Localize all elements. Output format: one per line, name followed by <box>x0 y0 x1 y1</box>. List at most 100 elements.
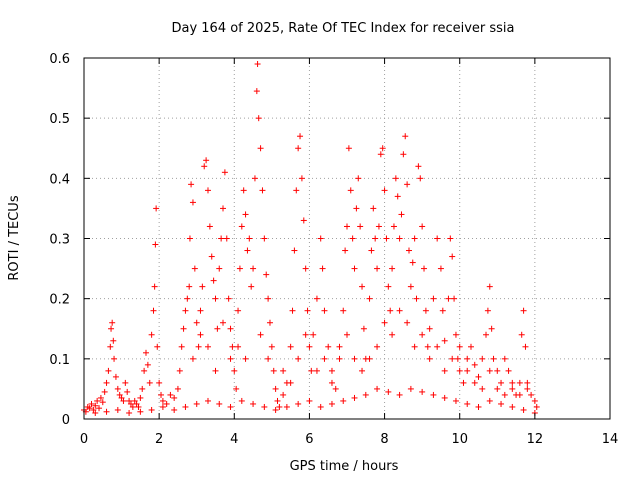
x-tick-label: 4 <box>230 432 238 447</box>
data-point <box>516 391 523 398</box>
data-point <box>342 247 349 254</box>
data-point <box>212 295 219 302</box>
data-point <box>216 265 223 272</box>
data-point <box>531 397 538 404</box>
data-point <box>289 307 296 314</box>
data-point <box>321 355 328 362</box>
data-point <box>325 343 332 350</box>
data-point <box>287 343 294 350</box>
data-point <box>319 265 326 272</box>
x-tick-label: 12 <box>527 432 544 447</box>
data-point <box>357 223 364 230</box>
data-point <box>366 355 373 362</box>
data-point <box>475 403 482 410</box>
data-point <box>218 235 225 242</box>
data-point <box>441 367 448 374</box>
data-point <box>261 403 268 410</box>
data-point <box>163 400 170 407</box>
data-point <box>193 400 200 407</box>
data-point <box>265 295 272 302</box>
data-point <box>227 355 234 362</box>
data-point <box>220 319 227 326</box>
data-point <box>250 265 257 272</box>
data-point <box>479 355 486 362</box>
data-point <box>250 400 257 407</box>
data-point <box>313 295 320 302</box>
data-point <box>291 247 298 254</box>
data-point <box>197 331 204 338</box>
data-point <box>390 223 397 230</box>
data-point <box>451 295 458 302</box>
data-point <box>501 355 508 362</box>
data-point <box>479 385 486 392</box>
data-point <box>184 295 191 302</box>
data-point <box>345 145 352 152</box>
data-point <box>411 235 418 242</box>
data-point <box>437 265 444 272</box>
data-point <box>151 283 158 290</box>
data-point <box>295 400 302 407</box>
data-point <box>404 181 411 188</box>
data-point <box>317 403 324 410</box>
data-point <box>298 175 305 182</box>
data-point <box>340 307 347 314</box>
data-point <box>131 397 138 404</box>
x-tick-label: 6 <box>305 432 313 447</box>
data-point <box>381 319 388 326</box>
data-point <box>407 385 414 392</box>
data-point <box>426 355 433 362</box>
data-point <box>381 187 388 194</box>
data-point <box>189 355 196 362</box>
data-point <box>409 259 416 266</box>
data-point <box>441 394 448 401</box>
grid-lines <box>84 58 610 419</box>
data-point <box>501 391 508 398</box>
x-tick-label: 8 <box>380 432 388 447</box>
data-point <box>92 409 99 416</box>
data-point <box>227 325 234 332</box>
data-point <box>193 319 200 326</box>
data-point <box>148 406 155 413</box>
data-point <box>97 394 104 401</box>
data-point <box>524 385 531 392</box>
y-tick-label: 0.3 <box>49 233 70 248</box>
data-point <box>415 163 422 170</box>
data-point <box>208 253 215 260</box>
data-point <box>101 388 108 395</box>
data-point <box>236 265 243 272</box>
y-axis-label: ROTI / TECUs <box>7 195 22 280</box>
data-point <box>392 175 399 182</box>
data-point <box>328 367 335 374</box>
data-point <box>383 235 390 242</box>
data-point <box>405 247 412 254</box>
data-point <box>242 211 249 218</box>
data-point <box>186 283 193 290</box>
data-point <box>407 283 414 290</box>
data-point <box>340 397 347 404</box>
data-point <box>509 385 516 392</box>
y-tick-label: 0.5 <box>49 112 70 127</box>
data-point <box>108 325 115 332</box>
data-point <box>274 397 281 404</box>
data-point <box>460 379 467 386</box>
data-point <box>203 157 210 164</box>
data-point <box>313 367 320 374</box>
data-point <box>336 343 343 350</box>
chart-title: Day 164 of 2025, Rate Of TEC Index for r… <box>171 21 514 36</box>
data-point <box>244 247 251 254</box>
data-point <box>206 223 213 230</box>
data-point <box>302 331 309 338</box>
data-point <box>308 367 315 374</box>
data-point <box>464 400 471 407</box>
data-point <box>293 187 300 194</box>
data-point <box>240 187 247 194</box>
data-point <box>297 133 304 140</box>
data-point <box>471 361 478 368</box>
x-tick-label: 10 <box>451 432 468 447</box>
data-point <box>109 319 116 326</box>
data-point <box>355 175 362 182</box>
data-point <box>533 403 540 410</box>
data-point <box>268 343 275 350</box>
data-point <box>424 343 431 350</box>
data-point <box>146 379 153 386</box>
